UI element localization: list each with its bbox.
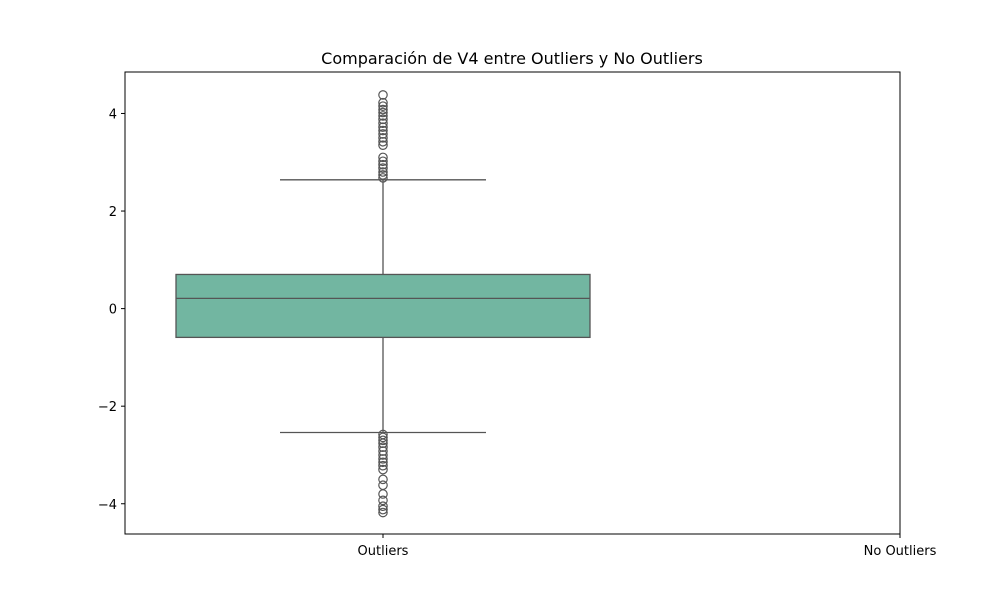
outlier-point xyxy=(378,125,388,136)
y-tick-label: −2 xyxy=(98,400,117,415)
y-axis: −4 −2 0 2 4 xyxy=(98,107,125,513)
outlier-point xyxy=(378,167,388,177)
outlier-point xyxy=(378,111,388,121)
x-axis: Outliers No Outliers xyxy=(358,534,937,559)
outlier-point xyxy=(378,136,388,147)
outlier-point xyxy=(378,432,388,443)
outlier-point xyxy=(378,495,388,506)
outlier-point xyxy=(378,104,388,115)
outlier-point xyxy=(378,454,388,464)
y-tick-label: 2 xyxy=(109,205,117,220)
outlier-point xyxy=(378,152,388,163)
outlier-point xyxy=(378,457,388,468)
outlier-point xyxy=(378,170,388,180)
outlier-point xyxy=(378,122,388,132)
y-tick-label: 0 xyxy=(109,303,117,318)
outlier-point xyxy=(378,118,388,129)
box-iqr xyxy=(175,273,591,339)
outlier-point xyxy=(378,156,388,167)
outlier-point xyxy=(378,480,388,491)
outlier-point xyxy=(378,90,388,100)
outlier-point xyxy=(378,460,388,471)
y-tick-label: 4 xyxy=(109,107,117,122)
outlier-point xyxy=(378,163,388,173)
chart-title: Comparación de V4 entre Outliers y No Ou… xyxy=(321,49,703,68)
outlier-point xyxy=(378,140,388,150)
outlier-point xyxy=(378,504,388,515)
outlier-point xyxy=(378,97,388,108)
x-tick-label: Outliers xyxy=(358,544,409,559)
outlier-point xyxy=(378,133,388,143)
outlier-point xyxy=(378,474,388,485)
outlier-point xyxy=(378,450,388,460)
x-tick-label: No Outliers xyxy=(864,544,937,559)
outlier-point xyxy=(378,507,388,518)
outlier-point xyxy=(378,101,388,111)
outlier-point xyxy=(378,173,388,183)
box-series xyxy=(175,90,591,518)
y-tick-label: −4 xyxy=(98,498,117,513)
outlier-point xyxy=(378,435,388,446)
plot-area-frame xyxy=(124,71,901,535)
outlier-point xyxy=(378,489,388,499)
outlier-point xyxy=(378,501,388,511)
outlier-point xyxy=(378,107,388,118)
outlier-point xyxy=(378,159,388,170)
outlier-point xyxy=(378,464,388,475)
